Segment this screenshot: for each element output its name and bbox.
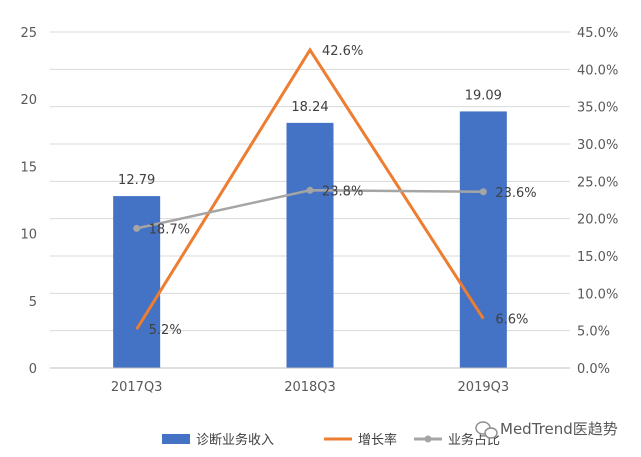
wechat-icon	[475, 421, 498, 439]
line-data-label: 23.6%	[495, 186, 536, 201]
y-left-tick-label: 25	[20, 26, 37, 41]
line-series	[133, 47, 487, 330]
y-left-tick-label: 0	[29, 362, 37, 377]
x-tick-label: 2017Q3	[111, 380, 163, 395]
y-right-tick-label: 35.0%	[577, 101, 618, 116]
watermark-text: MedTrend医趋势	[500, 420, 618, 438]
watermark: MedTrend医趋势	[475, 420, 618, 439]
y-right-tick-label: 25.0%	[577, 175, 618, 190]
line-data-label: 6.6%	[495, 313, 528, 328]
y-right-tick-label: 40.0%	[577, 63, 618, 78]
series-marker	[133, 224, 141, 232]
legend: 诊断业务收入 增长率 业务占比	[162, 432, 500, 448]
y-right-tick-label: 15.0%	[577, 250, 618, 265]
bar	[459, 111, 507, 369]
data-labels: 12.79 18.24 19.09 5.2% 42.6% 6.6% 18.7% 23.8% 23…	[118, 44, 537, 338]
legend-label: 诊断业务收入	[196, 432, 274, 448]
y-left-tick-label: 20	[20, 93, 37, 108]
y-right-tick-label: 30.0%	[577, 138, 618, 153]
line-data-label: 18.7%	[149, 222, 190, 237]
bar-data-label: 18.24	[291, 100, 328, 115]
series-marker	[479, 188, 487, 196]
axes: 0.0% 5.0% 10.0% 15.0% 20.0% 25.0% 30.0% 35.0% 40…	[20, 26, 618, 395]
series-line	[135, 47, 485, 330]
bar-data-label: 12.79	[118, 173, 155, 188]
y-left-tick-label: 10	[20, 228, 37, 243]
legend-marker	[424, 435, 432, 443]
x-tick-label: 2018Q3	[284, 380, 336, 395]
series-marker	[306, 186, 314, 194]
y-right-tick-label: 20.0%	[577, 213, 618, 228]
y-right-tick-label: 5.0%	[577, 325, 610, 340]
y-right-tick-label: 10.0%	[577, 287, 618, 302]
y-right-tick-label: 0.0%	[577, 362, 610, 377]
line-data-label: 42.6%	[322, 44, 363, 59]
bar	[286, 122, 334, 368]
line-data-label: 5.2%	[149, 323, 182, 338]
y-left-tick-label: 15	[20, 160, 37, 175]
x-tick-label: 2019Q3	[458, 380, 510, 395]
legend-label: 增长率	[358, 432, 397, 448]
y-right-tick-label: 45.0%	[577, 26, 618, 41]
bar-data-label: 19.09	[465, 88, 502, 103]
y-left-tick-label: 5	[29, 295, 37, 310]
legend-swatch	[162, 434, 190, 444]
line-data-label: 23.8%	[322, 184, 363, 199]
